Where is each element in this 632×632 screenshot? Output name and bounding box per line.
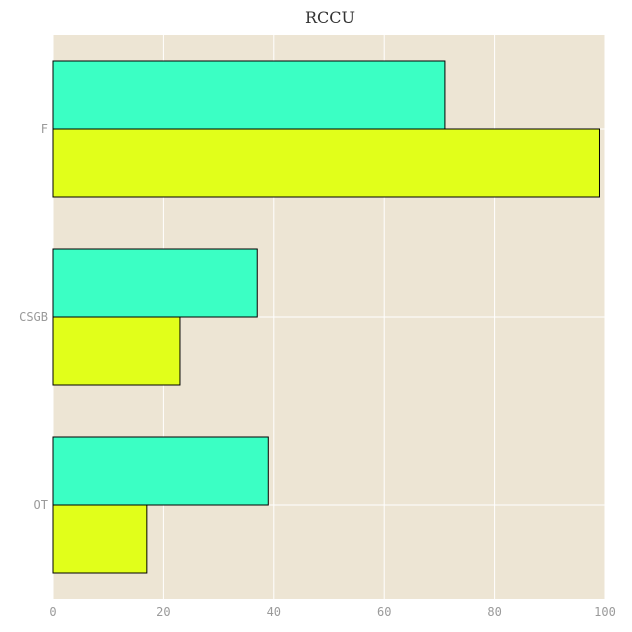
bar-ot-series-2	[52, 504, 148, 574]
category-label: CSGB	[19, 310, 48, 324]
x-tick-label: 40	[267, 605, 281, 619]
x-tick-label: 80	[487, 605, 501, 619]
bar-csgb-series-2	[52, 316, 181, 386]
x-tick-label: 100	[594, 605, 616, 619]
x-tick-label: 0	[49, 605, 56, 619]
bar-f-series-2	[52, 128, 600, 198]
bar-ot-series-1	[52, 436, 269, 506]
bars	[52, 60, 600, 574]
category-label: OT	[34, 498, 48, 512]
category-labels: F CSGB OT	[19, 122, 48, 512]
x-tick-label: 20	[156, 605, 170, 619]
x-tick-label: 60	[377, 605, 391, 619]
chart-title: RCCU	[305, 8, 355, 27]
bar-f-series-1	[52, 60, 446, 130]
x-tick-labels: 0 20 40 60 80 100	[49, 605, 615, 619]
bar-csgb-series-1	[52, 248, 258, 318]
category-label: F	[41, 122, 48, 136]
